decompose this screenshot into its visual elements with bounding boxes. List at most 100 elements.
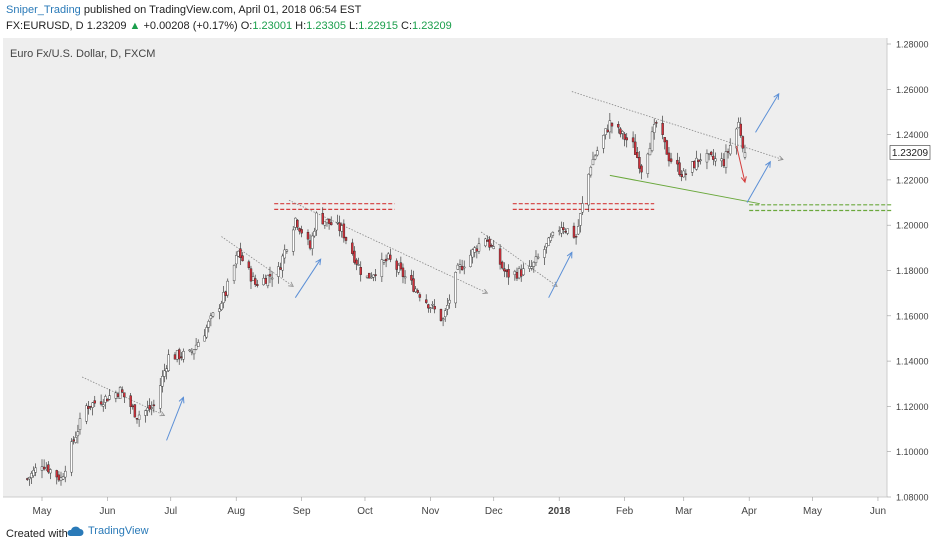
candle-body: [292, 229, 295, 252]
candle-body: [530, 266, 533, 269]
candle-body: [161, 376, 164, 387]
projection-arrowhead: [178, 396, 185, 404]
candle-body: [135, 418, 139, 420]
candle-body: [76, 431, 80, 437]
candle-body: [99, 401, 103, 405]
price-chart[interactable]: 1.28000 1.26000 1.24000 1.22000 1.20000 1.180…: [0, 38, 932, 520]
time-tick-label: Apr: [741, 506, 757, 517]
candle-body: [564, 230, 567, 233]
low-label: L:: [349, 20, 359, 32]
ohlc-line: FX:EURUSD, D 1.23209 ▲ +0.00208 (+0.17%)…: [6, 20, 452, 32]
candle-body: [500, 261, 504, 269]
candle-body: [306, 231, 310, 240]
candle-body: [188, 349, 191, 352]
candle-body: [70, 441, 73, 473]
candle-body: [631, 137, 635, 143]
candle-body: [712, 155, 715, 160]
candle-body: [669, 158, 673, 162]
candle-body: [93, 400, 96, 404]
candle-body: [456, 264, 460, 270]
candle-body: [709, 151, 713, 155]
candle-body: [492, 246, 495, 249]
trendline-arrowhead: [288, 281, 294, 287]
candle-body: [532, 261, 536, 267]
candle-body: [365, 275, 369, 278]
projection-arrow: [746, 161, 771, 203]
candle-body: [536, 256, 540, 259]
plot-area[interactable]: [3, 38, 887, 497]
candle-body: [152, 404, 156, 407]
candle-body: [380, 259, 384, 277]
candle-body: [114, 392, 118, 399]
candle-body: [517, 268, 521, 279]
candle-body: [49, 469, 52, 474]
candle-body: [72, 439, 75, 442]
candle-body: [446, 305, 449, 310]
candle-body: [460, 266, 464, 271]
candle-body: [283, 249, 286, 259]
candle-body: [463, 266, 466, 269]
candle-body: [374, 274, 377, 276]
candle-body: [722, 159, 726, 167]
price-tick-label: 1.08000: [896, 493, 929, 503]
candle-body: [211, 312, 215, 317]
candle-body: [399, 262, 403, 270]
tradingview-link[interactable]: TradingView: [66, 525, 149, 537]
candle-body: [226, 280, 229, 296]
created-with-label: Created with: [6, 528, 68, 540]
author-link[interactable]: Sniper_Trading: [6, 4, 81, 16]
candle-body: [439, 308, 443, 321]
candle-body: [218, 308, 221, 312]
candle-body: [648, 148, 652, 156]
candle-body: [574, 236, 578, 238]
candle-body: [224, 291, 227, 296]
published-text: published on TradingView.com, April 01, …: [83, 4, 362, 16]
candle-body: [104, 396, 107, 403]
candle-body: [427, 304, 430, 309]
candle-body: [720, 158, 723, 162]
candle-body: [743, 152, 747, 158]
candle-body: [167, 354, 170, 371]
price-tick-label: 1.22000: [896, 175, 929, 185]
candle-body: [560, 227, 563, 234]
candle-body: [395, 260, 398, 270]
candle-body: [528, 266, 531, 269]
candle-body: [300, 229, 303, 234]
candle-body: [486, 239, 489, 242]
candle-body: [45, 467, 48, 469]
candle-body: [315, 212, 318, 231]
candle-body: [503, 268, 506, 272]
change-arrow-icon: ▲: [129, 20, 141, 32]
candle-body: [47, 464, 50, 473]
candle-body: [254, 278, 257, 285]
time-tick-label: Jun: [870, 506, 886, 517]
open-value: 1.23001: [252, 20, 293, 32]
time-tick-label: Sep: [293, 506, 311, 517]
candle-body: [106, 398, 109, 402]
time-tick-label: Dec: [485, 506, 503, 517]
candle-body: [690, 161, 694, 173]
candle-body: [591, 159, 595, 166]
candle-body: [323, 221, 327, 226]
candle-body: [175, 350, 179, 360]
candle-body: [91, 402, 94, 408]
candle-body: [108, 395, 111, 400]
candle-body: [416, 290, 419, 293]
candle-body: [410, 274, 413, 281]
candle-body: [178, 349, 181, 360]
candle-body: [425, 299, 428, 303]
candle-body: [562, 227, 565, 230]
candle-body: [165, 368, 168, 372]
candle-body: [636, 152, 639, 158]
candle-body: [638, 157, 641, 169]
price-tick-label: 1.20000: [896, 221, 929, 231]
close-value: 1.23209: [412, 20, 452, 32]
price-tick-label: 1.16000: [896, 311, 929, 321]
projection-arrowhead: [773, 92, 780, 100]
candle-body: [655, 122, 658, 124]
candle-body: [646, 153, 650, 174]
candle-body: [311, 235, 314, 249]
candle-body: [190, 351, 194, 353]
candle-body: [513, 271, 517, 275]
footer: Created with TradingView: [0, 520, 932, 550]
